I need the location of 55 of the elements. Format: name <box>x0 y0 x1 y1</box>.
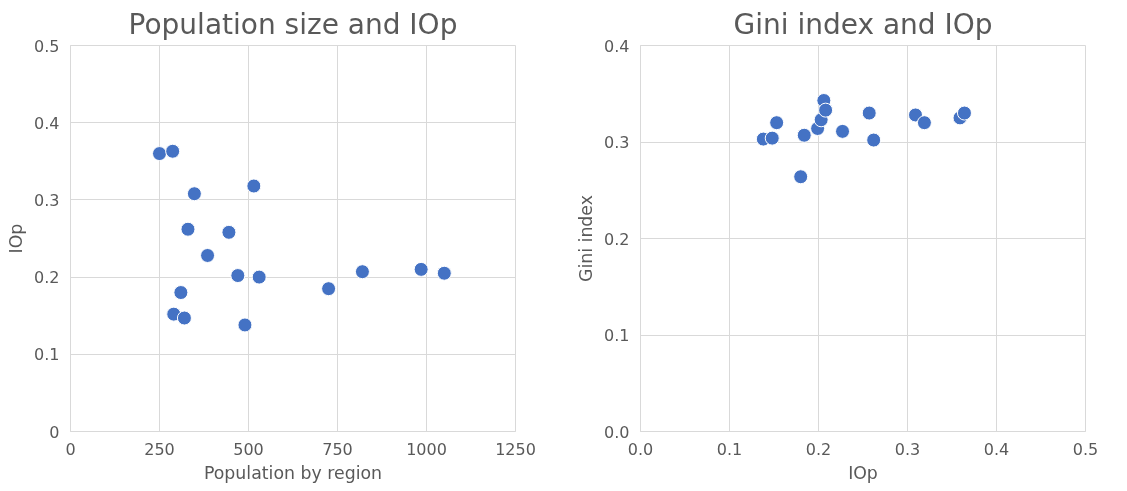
point <box>861 105 877 121</box>
point <box>230 268 246 284</box>
point <box>354 264 370 280</box>
point <box>769 115 785 131</box>
y-axis-title: IOp <box>6 223 27 254</box>
point <box>818 102 834 118</box>
y-tick-label: 0.3 <box>34 190 60 210</box>
point <box>764 130 780 146</box>
chart-title: Population size and IOp <box>128 7 458 41</box>
point <box>436 265 452 281</box>
point <box>866 132 882 148</box>
x-tick-label: 0.1 <box>716 439 743 459</box>
y-tick-label: 0.4 <box>34 113 60 133</box>
x-tick-label: 1000 <box>406 439 447 459</box>
point <box>956 105 972 121</box>
point <box>237 317 253 333</box>
point <box>186 186 202 202</box>
y-tick-label: 0.0 <box>604 422 630 442</box>
x-tick-label: 250 <box>144 439 175 459</box>
y-tick-label: 0.2 <box>604 229 630 249</box>
y-tick-label: 0.1 <box>34 345 60 365</box>
point <box>176 310 192 326</box>
point <box>321 281 337 297</box>
point <box>796 127 812 143</box>
y-tick-label: 0.4 <box>604 36 630 56</box>
x-tick-label: 0.5 <box>1072 439 1099 459</box>
point <box>180 221 196 237</box>
point <box>835 123 851 139</box>
x-tick-label: 0.2 <box>805 439 832 459</box>
point <box>221 224 237 240</box>
x-tick-label: 1250 <box>495 439 536 459</box>
x-tick-label: 0.3 <box>894 439 921 459</box>
x-tick-label: 750 <box>322 439 353 459</box>
x-tick-label: 500 <box>233 439 264 459</box>
point <box>173 285 189 301</box>
x-axis-title: IOp <box>848 462 878 483</box>
y-tick-label: 0.3 <box>604 133 630 152</box>
point <box>200 248 216 263</box>
y-tick-label: 0 <box>49 422 60 442</box>
y-tick-label: 0.2 <box>34 268 60 288</box>
point <box>246 178 262 194</box>
point <box>165 143 181 159</box>
point <box>916 115 932 131</box>
y-axis-title: Gini index <box>576 195 597 282</box>
x-axis-title: Population by region <box>203 462 383 483</box>
y-tick-label: 0.1 <box>604 326 630 345</box>
point <box>251 269 267 285</box>
point <box>793 169 809 185</box>
x-tick-label: 0 <box>65 439 76 459</box>
y-tick-label: 0.5 <box>34 36 60 56</box>
chart-title: Gini index and IOp <box>733 7 993 41</box>
x-tick-label: 0.0 <box>627 439 654 459</box>
x-tick-label: 0.4 <box>983 439 1010 459</box>
point <box>413 261 429 277</box>
point <box>152 146 167 162</box>
